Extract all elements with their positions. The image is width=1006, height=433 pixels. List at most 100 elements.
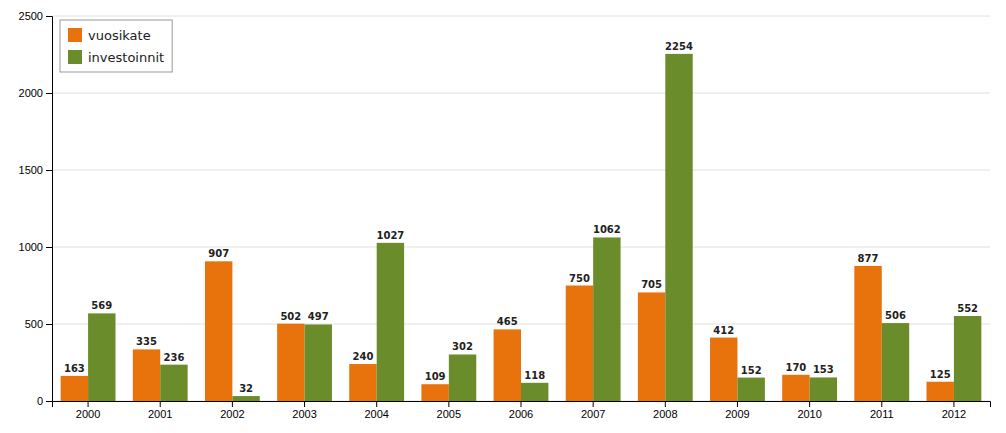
chart: 0500100015002000250020002001200220032004…: [0, 0, 1006, 433]
data-label: 240: [353, 351, 374, 362]
bar: [927, 382, 954, 401]
bar: [882, 323, 909, 401]
tick: 0: [37, 395, 52, 407]
bar: [449, 354, 476, 401]
tick: 2004: [364, 401, 388, 420]
data-label: 335: [136, 336, 157, 347]
tick: 2008: [653, 401, 677, 420]
data-label: 32: [239, 383, 253, 394]
bar: [232, 396, 259, 401]
data-label: 2254: [665, 41, 693, 52]
axis-domain: [46, 17, 53, 402]
bar: [421, 384, 448, 401]
data-label: 125: [930, 369, 951, 380]
grid-line: [52, 324, 990, 325]
legend-label: investoinnit: [88, 50, 164, 65]
grid-line: [52, 170, 990, 171]
legend-item: vuosikate: [68, 28, 151, 43]
data-label: 877: [858, 253, 879, 264]
bar: [133, 349, 160, 401]
data-label: 705: [641, 279, 662, 290]
bar: [710, 338, 737, 401]
grid: [52, 16, 990, 401]
bar: [160, 365, 187, 401]
axis-domain: [53, 402, 991, 408]
tick-label: 2000: [76, 408, 100, 420]
data-label: 1027: [376, 230, 404, 241]
y-axis: 05001000150020002500: [19, 10, 53, 407]
data-label: 907: [208, 248, 229, 259]
tick-label: 2500: [19, 10, 43, 22]
plot: 0500100015002000250020002001200220032004…: [19, 10, 991, 420]
bar: [205, 261, 232, 401]
x-axis: 2000200120022003200420052006200720082009…: [53, 401, 991, 420]
data-label: 750: [569, 273, 590, 284]
bar: [737, 378, 764, 401]
tick-label: 2001: [148, 408, 172, 420]
tick-mark: [376, 401, 377, 407]
tick: 2001: [148, 401, 172, 420]
data-label: 236: [164, 352, 185, 363]
bar: [521, 383, 548, 401]
data-label: 163: [64, 363, 85, 374]
tick-label: 2004: [364, 408, 388, 420]
data-labels: 163 335 907 502 240 109 465 750 705 412 170 877 125 5…: [64, 41, 978, 394]
data-label: 109: [425, 371, 446, 382]
tick: 2007: [581, 401, 605, 420]
tick-label: 2003: [292, 408, 316, 420]
grid-line: [52, 16, 990, 17]
tick-label: 2002: [220, 408, 244, 420]
data-label: 569: [91, 300, 112, 311]
tick-mark: [46, 170, 52, 171]
tick: 2005: [437, 401, 461, 420]
legend-frame: [60, 20, 172, 72]
tick: 1000: [19, 241, 52, 253]
tick-mark: [160, 401, 161, 407]
tick-mark: [304, 401, 305, 407]
tick-label: 2000: [19, 87, 43, 99]
tick-mark: [809, 401, 810, 407]
tick-label: 2007: [581, 408, 605, 420]
legend: vuosikate investoinnit: [60, 20, 172, 72]
tick-label: 2010: [797, 408, 821, 420]
grid-line: [52, 93, 990, 94]
data-label: 502: [280, 311, 301, 322]
tick: 2012: [942, 401, 966, 420]
data-label: 170: [785, 362, 806, 373]
data-label: 118: [524, 370, 545, 381]
tick-mark: [881, 401, 882, 407]
bar: [782, 375, 809, 401]
bar: [377, 243, 404, 401]
data-label: 412: [713, 325, 734, 336]
data-label: 153: [813, 364, 834, 375]
tick-mark: [448, 401, 449, 407]
data-label: 152: [741, 365, 762, 376]
tick: 2003: [292, 401, 316, 420]
tick: 2002: [220, 401, 244, 420]
tick-mark: [953, 401, 954, 407]
tick-mark: [665, 401, 666, 407]
data-label: 1062: [593, 224, 621, 235]
tick-label: 2005: [437, 408, 461, 420]
tick: 2000: [76, 401, 100, 420]
bar: [665, 54, 692, 401]
bar: [854, 266, 881, 401]
legend-item: investoinnit: [68, 50, 164, 65]
tick-label: 2009: [725, 408, 749, 420]
tick-mark: [232, 401, 233, 407]
legend-swatch: [68, 50, 82, 64]
tick-mark: [593, 401, 594, 407]
bar: [566, 286, 593, 402]
tick-label: 500: [25, 318, 43, 330]
tick-label: 2008: [653, 408, 677, 420]
legend-label: vuosikate: [88, 28, 151, 43]
tick-mark: [46, 16, 52, 17]
bars: [61, 54, 982, 401]
tick-mark: [737, 401, 738, 407]
tick-mark: [46, 401, 52, 402]
tick-mark: [46, 324, 52, 325]
tick: 2500: [19, 10, 52, 22]
data-label: 465: [497, 316, 518, 327]
bar: [494, 329, 521, 401]
tick-label: 2012: [942, 408, 966, 420]
